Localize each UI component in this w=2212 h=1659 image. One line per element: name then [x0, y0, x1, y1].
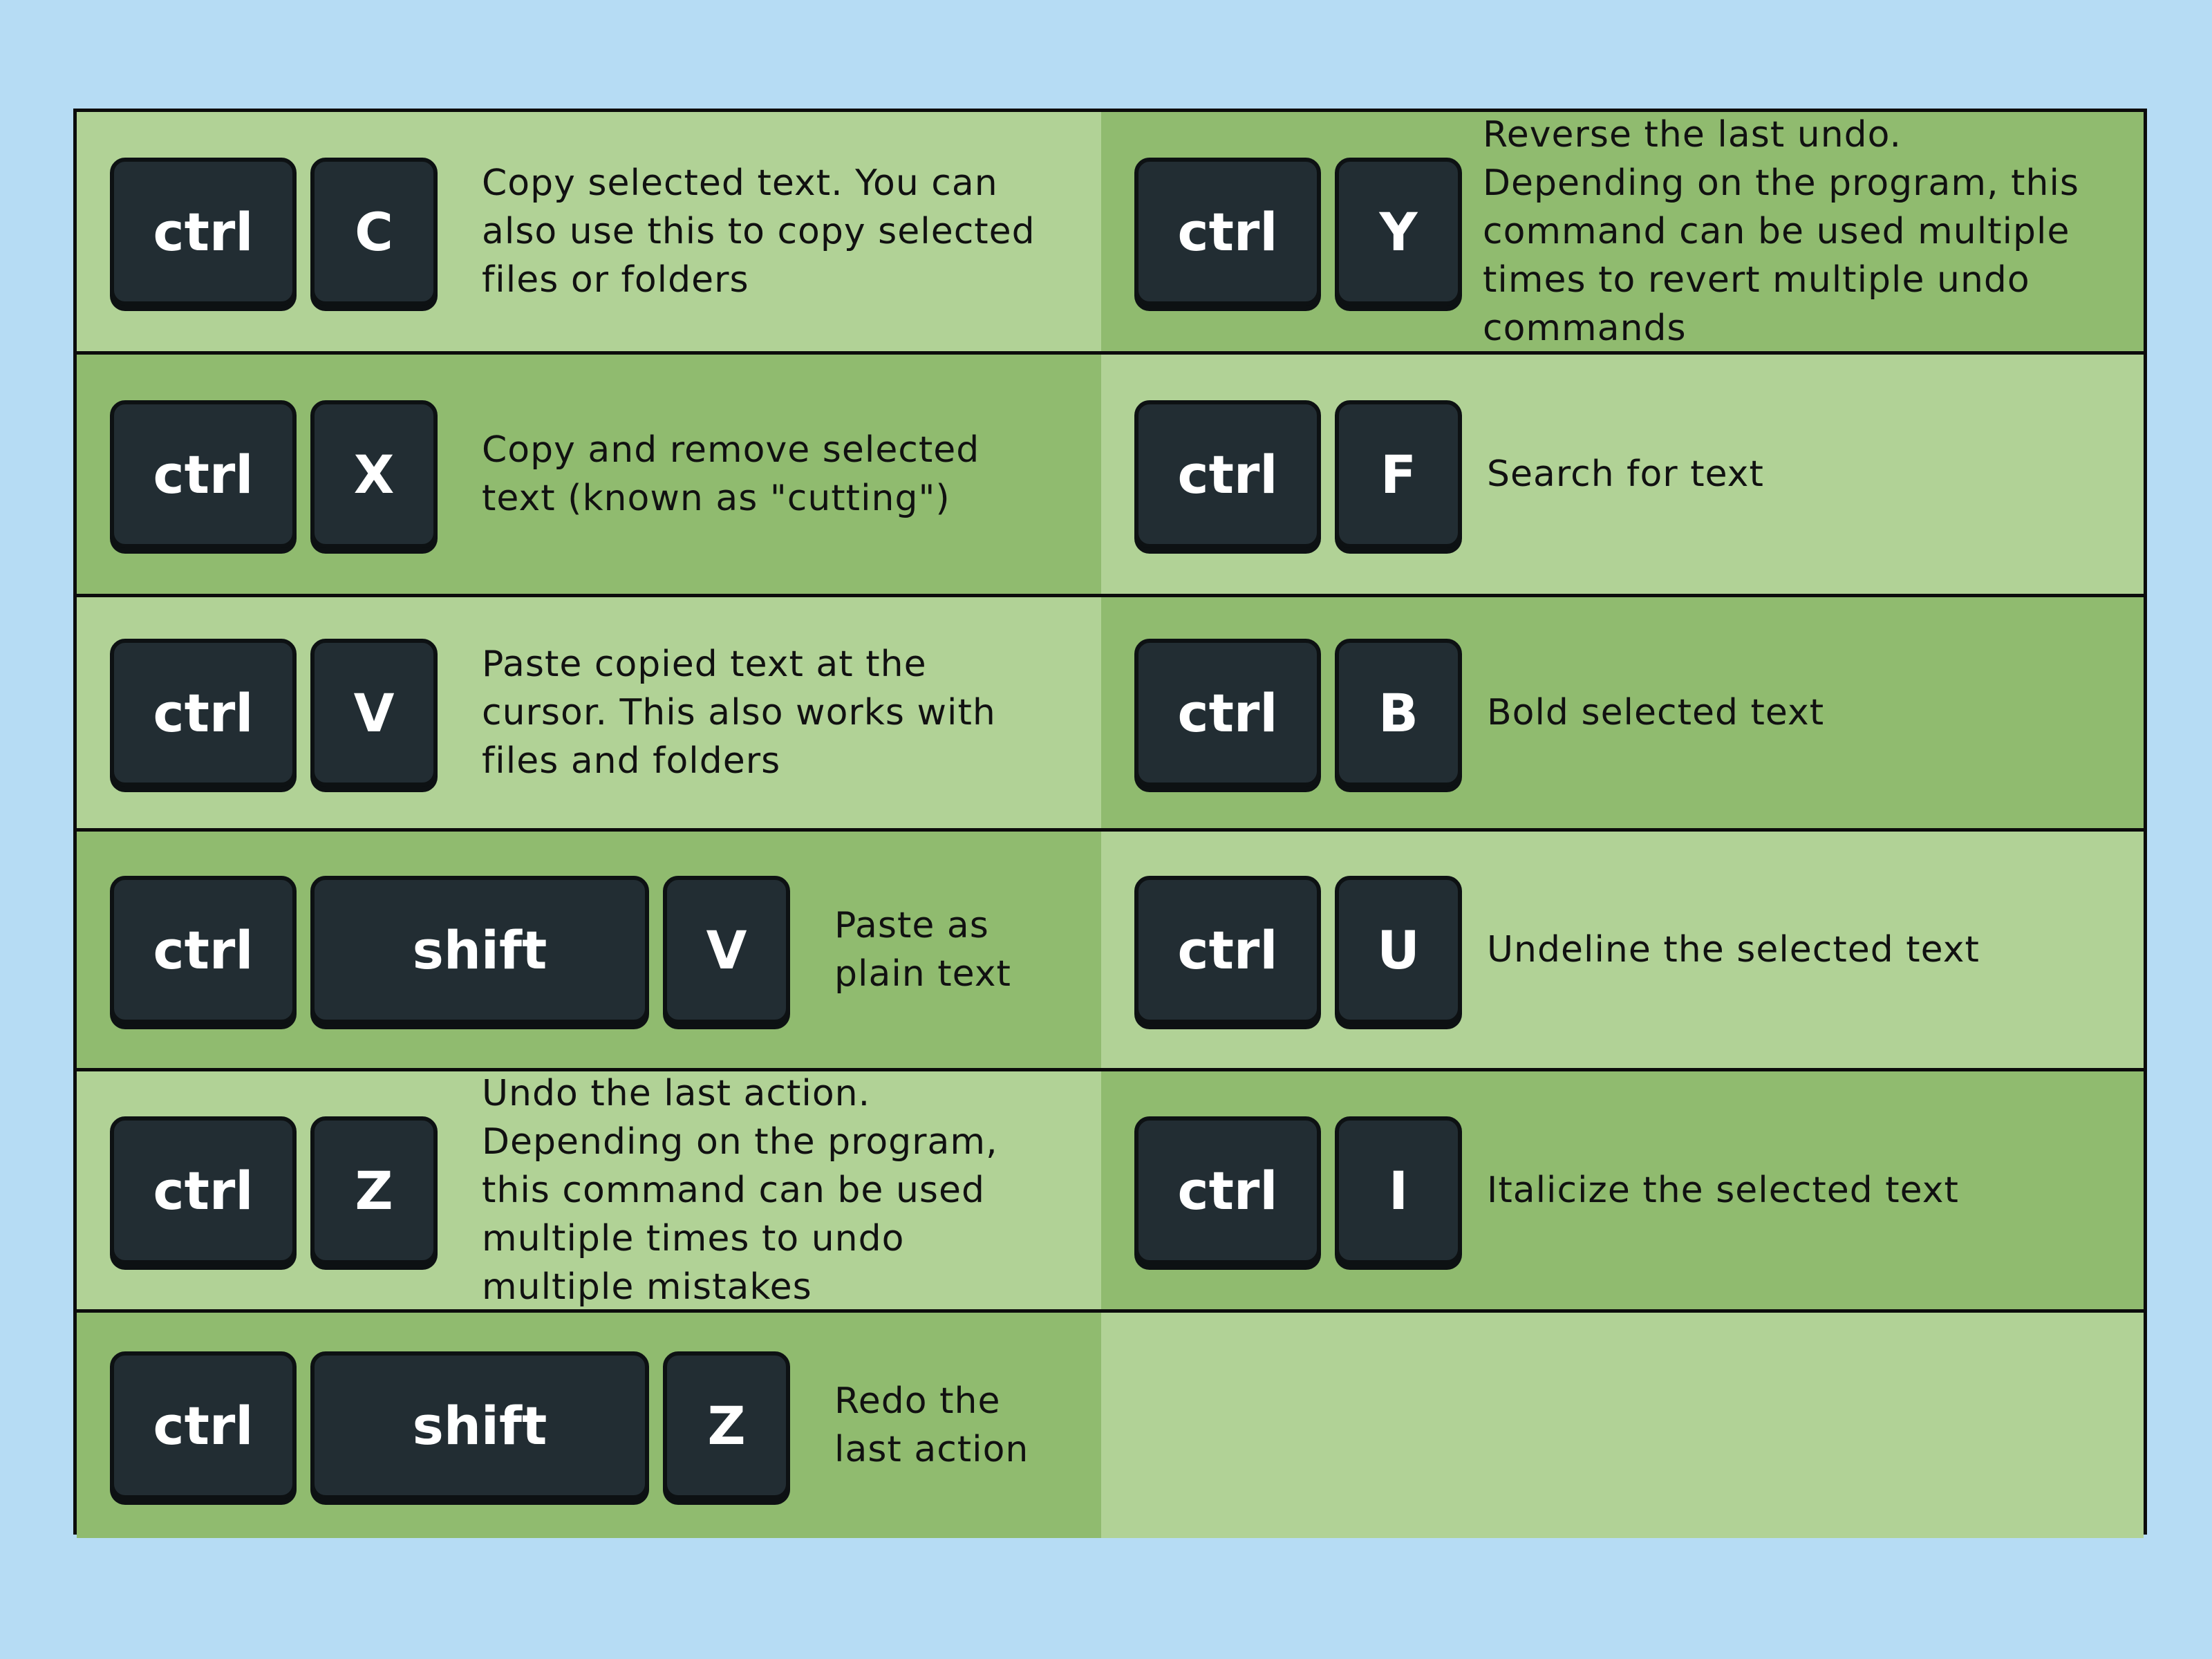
- shortcut-table: ctrl C Copy selected text. You can also us…: [73, 109, 2147, 1538]
- key-combo: ctrl shift Z: [110, 1351, 790, 1499]
- empty-cell: [1101, 1313, 2144, 1538]
- shortcut-row: ctrl Y Reverse the last undo. Depending on…: [1101, 112, 2144, 355]
- key-combo: ctrl I: [1134, 1116, 1462, 1264]
- key-ctrl: ctrl: [110, 400, 297, 548]
- shortcut-description: Redo the last action: [834, 1380, 1029, 1470]
- shortcut-description: Italicize the selected text: [1487, 1170, 1959, 1211]
- shortcut-description: Copy selected text. You can also use thi…: [482, 162, 1035, 301]
- key-b: B: [1335, 639, 1462, 787]
- right-column: ctrl Y Reverse the last undo. Depending on…: [1101, 112, 2144, 1538]
- shortcut-description: Copy and remove selected text (known as …: [482, 429, 980, 519]
- key-z: Z: [310, 1116, 438, 1264]
- key-f: F: [1335, 400, 1462, 548]
- shortcut-description: Paste copied text at the cursor. This al…: [482, 644, 996, 782]
- key-y: Y: [1335, 158, 1462, 306]
- shortcut-description: Undo the last action. Depending on the p…: [482, 1073, 998, 1308]
- shortcut-row: ctrl Z Undo the last action. Depending on …: [77, 1071, 1101, 1313]
- key-ctrl: ctrl: [110, 639, 297, 787]
- key-i: I: [1335, 1116, 1462, 1264]
- key-v: V: [310, 639, 438, 787]
- key-ctrl: ctrl: [1134, 639, 1321, 787]
- key-x: X: [310, 400, 438, 548]
- shortcut-row: ctrl U Undeline the selected text: [1101, 832, 2144, 1071]
- key-ctrl: ctrl: [110, 158, 297, 306]
- shortcut-row: ctrl F Search for text: [1101, 355, 2144, 597]
- key-ctrl: ctrl: [1134, 158, 1321, 306]
- key-shift: shift: [310, 1351, 649, 1499]
- key-combo: ctrl U: [1134, 876, 1462, 1024]
- key-combo: ctrl B: [1134, 639, 1462, 787]
- key-ctrl: ctrl: [110, 1351, 297, 1499]
- key-ctrl: ctrl: [1134, 400, 1321, 548]
- shortcut-row: ctrl shift Z Redo the last action: [77, 1313, 1101, 1538]
- key-ctrl: ctrl: [110, 1116, 297, 1264]
- key-shift: shift: [310, 876, 649, 1024]
- key-c: C: [310, 158, 438, 306]
- key-ctrl: ctrl: [1134, 1116, 1321, 1264]
- shortcut-row: ctrl I Italicize the selected text: [1101, 1071, 2144, 1313]
- key-combo: ctrl F: [1134, 400, 1462, 548]
- key-combo: ctrl V: [110, 639, 438, 787]
- left-column: ctrl C Copy selected text. You can also us…: [77, 112, 1105, 1538]
- shortcut-row: ctrl B Bold selected text: [1101, 597, 2144, 832]
- shortcut-description: Reverse the last undo. Depending on the …: [1483, 114, 2080, 349]
- shortcut-row: ctrl shift V Paste as plain text: [77, 832, 1101, 1071]
- key-u: U: [1335, 876, 1462, 1024]
- shortcut-description: Paste as plain text: [834, 905, 1011, 995]
- shortcut-row: ctrl V Paste copied text at the cursor. Th…: [77, 597, 1101, 832]
- key-z: Z: [663, 1351, 790, 1499]
- key-combo: ctrl C: [110, 158, 438, 306]
- shortcut-row: ctrl C Copy selected text. You can also us…: [77, 112, 1101, 355]
- key-ctrl: ctrl: [1134, 876, 1321, 1024]
- key-combo: ctrl X: [110, 400, 438, 548]
- shortcut-row: ctrl X Copy and remove selected text (know…: [77, 355, 1101, 597]
- key-combo: ctrl shift V: [110, 876, 790, 1024]
- shortcut-description: Search for text: [1487, 453, 1764, 495]
- key-combo: ctrl Y: [1134, 158, 1462, 306]
- key-combo: ctrl Z: [110, 1116, 438, 1264]
- key-v: V: [663, 876, 790, 1024]
- key-ctrl: ctrl: [110, 876, 297, 1024]
- shortcut-description: Undeline the selected text: [1487, 929, 1980, 971]
- shortcut-description: Bold selected text: [1487, 692, 1825, 733]
